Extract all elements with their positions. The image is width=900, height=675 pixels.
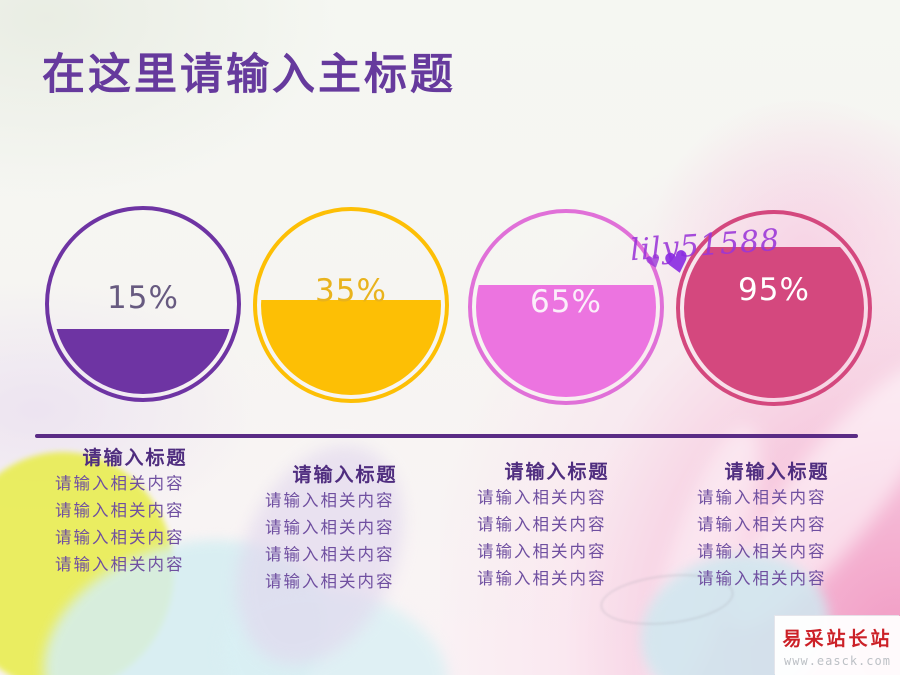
column-4-line: 请输入相关内容	[697, 515, 827, 534]
divider-line	[35, 434, 858, 438]
gauge-95-percent: 95%	[676, 210, 872, 406]
site-badge: 易采站长站 www.easck.com	[775, 616, 900, 675]
column-1-line: 请输入相关内容	[55, 528, 185, 547]
column-2-line: 请输入相关内容	[265, 518, 395, 537]
column-3-line: 请输入相关内容	[477, 488, 607, 507]
gauge-65-label: 65%	[530, 284, 602, 321]
column-3-line: 请输入相关内容	[477, 569, 607, 588]
column-2-line: 请输入相关内容	[265, 545, 395, 564]
column-3: 请输入标题 请输入相关内容 请输入相关内容 请输入相关内容 请输入相关内容	[477, 457, 637, 592]
gauge-95-fill	[684, 246, 864, 398]
column-3-line: 请输入相关内容	[477, 542, 607, 561]
column-1-line: 请输入相关内容	[55, 474, 185, 493]
gauge-15-label: 15%	[107, 279, 179, 316]
gauge-15-fill	[53, 329, 233, 394]
column-1-line: 请输入相关内容	[55, 501, 185, 520]
gauge-95-body	[684, 218, 864, 398]
slide-title: 在这里请输入主标题	[42, 52, 456, 99]
site-badge-url: www.easck.com	[784, 653, 891, 668]
gauge-35-fill	[261, 299, 441, 395]
gauge-95-label: 95%	[738, 272, 810, 309]
column-1: 请输入标题 请输入相关内容 请输入相关内容 请输入相关内容 请输入相关内容	[55, 443, 215, 578]
column-3-title: 请输入标题	[504, 462, 610, 483]
gauge-65-fill	[476, 285, 656, 397]
column-2-line: 请输入相关内容	[265, 491, 395, 510]
column-2-line: 请输入相关内容	[265, 572, 395, 591]
gauge-65-percent: 65%	[468, 209, 664, 405]
column-4-line: 请输入相关内容	[697, 488, 827, 507]
column-1-title: 请输入标题	[82, 448, 188, 469]
gauge-15-body	[53, 214, 233, 394]
column-4: 请输入标题 请输入相关内容 请输入相关内容 请输入相关内容 请输入相关内容	[697, 457, 857, 592]
gauge-35-percent: 35%	[253, 207, 449, 403]
gauge-35-label: 35%	[315, 273, 387, 310]
gauge-35-body	[261, 215, 441, 395]
column-2-title: 请输入标题	[292, 465, 398, 486]
site-badge-name: 易采站长站	[782, 628, 893, 650]
column-2: 请输入标题 请输入相关内容 请输入相关内容 请输入相关内容 请输入相关内容	[265, 460, 425, 595]
column-1-line: 请输入相关内容	[55, 555, 185, 574]
gauge-15-percent: 15%	[45, 206, 241, 402]
column-4-line: 请输入相关内容	[697, 569, 827, 588]
column-3-line: 请输入相关内容	[477, 515, 607, 534]
column-4-title: 请输入标题	[724, 462, 830, 483]
column-4-line: 请输入相关内容	[697, 542, 827, 561]
gauge-65-body	[476, 217, 656, 397]
